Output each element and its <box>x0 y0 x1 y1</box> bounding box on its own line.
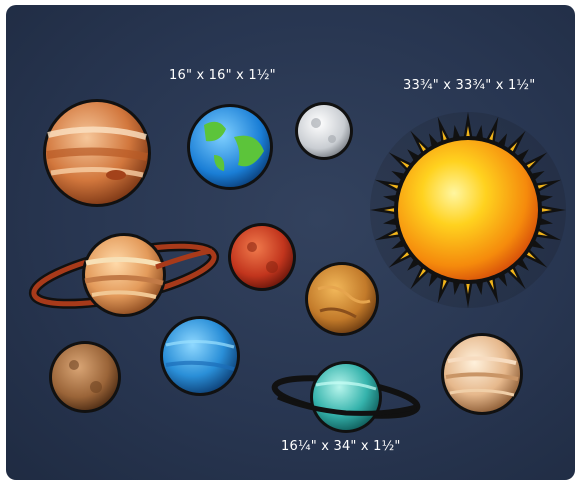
ringed-planet-size-label: 16¼" x 34" x 1½" <box>281 439 401 454</box>
pluto-planet <box>441 333 523 415</box>
uranus-planet <box>271 361 421 433</box>
small-planet-size-label: 16" x 16" x 1½" <box>169 68 276 83</box>
mars-planet <box>228 223 296 291</box>
planets-illustration <box>28 99 566 433</box>
moon <box>295 102 353 160</box>
saturn-planet <box>28 233 220 317</box>
neptune-planet <box>160 316 240 396</box>
sun <box>370 112 566 308</box>
mercury-planet <box>49 341 121 413</box>
sun-size-label: 33¾" x 33¾" x 1½" <box>403 78 536 93</box>
solar-system-board: 16" x 16" x 1½" 33¾" x 33¾" x 1½" 16¼" x… <box>6 5 575 480</box>
earth-planet <box>187 104 273 190</box>
venus-planet <box>305 262 379 336</box>
jupiter-planet <box>43 99 151 207</box>
